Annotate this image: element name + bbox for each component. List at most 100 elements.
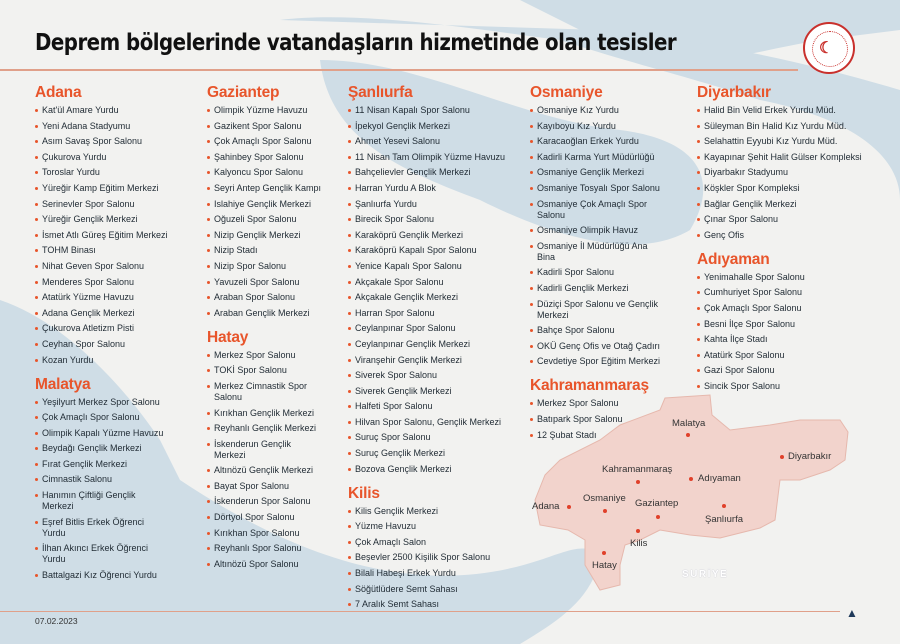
facility-item: Gazi Spor Salonu bbox=[697, 365, 862, 376]
map-dot-kilis bbox=[636, 529, 640, 533]
province-heading: Adana bbox=[35, 84, 82, 101]
facility-item: Suruç Gençlik Merkezi bbox=[348, 448, 505, 459]
facility-item: Osmaniye İl Müdürlüğü Ana Bina bbox=[530, 241, 660, 263]
facility-item: Şanlıurfa Yurdu bbox=[348, 199, 505, 210]
facility-item: Ceylanpınar Spor Salonu bbox=[348, 323, 505, 334]
province-section: Kahramanmaraş Merkez Spor Salonu Batıpark … bbox=[530, 376, 660, 440]
facility-item: Bayat Spor Salonu bbox=[207, 481, 321, 492]
facility-item: Gazikent Spor Salonu bbox=[207, 121, 321, 132]
province-section: Şanlıurfa 11 Nisan Kapalı Spor Salonu İpek… bbox=[348, 83, 505, 475]
province-heading: Kilis bbox=[348, 484, 380, 502]
facility-item: Karaköprü Gençlik Merkezi bbox=[348, 230, 505, 241]
facility-item: Hilvan Spor Salonu, Gençlik Merkezi bbox=[348, 417, 505, 428]
facility-item: İskenderun Spor Salonu bbox=[207, 496, 321, 507]
facility-item: Merkez Cimnastik Spor Salonu bbox=[207, 381, 321, 403]
map-label-adana: Adana bbox=[532, 501, 560, 512]
facility-item: Karacaoğlan Erkek Yurdu bbox=[530, 136, 660, 147]
facility-item: Viranşehir Gençlik Merkezi bbox=[348, 355, 505, 366]
facility-item: Ceyhan Spor Salonu bbox=[35, 339, 168, 350]
facility-item: TOKİ Spor Salonu bbox=[207, 365, 321, 376]
publish-date: 07.02.2023 bbox=[35, 616, 78, 626]
map-dot-hatay bbox=[602, 551, 606, 555]
facility-item: Kayıboyu Kız Yurdu bbox=[530, 121, 660, 132]
facility-list: Yenimahalle Spor Salonu Cumhuriyet Spor S… bbox=[697, 272, 862, 392]
facility-item: Osmaniye Olimpik Havuz bbox=[530, 225, 660, 236]
province-heading: Adıyaman bbox=[697, 250, 770, 268]
province-heading: Hatay bbox=[207, 328, 249, 346]
province-heading: Gaziantep bbox=[207, 84, 280, 101]
facility-item: İskenderun Gençlik Merkezi bbox=[207, 439, 321, 461]
facility-item: Kalyoncu Spor Salonu bbox=[207, 167, 321, 178]
facility-item: Hanımın Çiftliği Gençlik Merkezi bbox=[35, 490, 168, 512]
facility-item: Köşkler Spor Kompleksi bbox=[697, 183, 862, 194]
facility-item: Olimpik Kapalı Yüzme Havuzu bbox=[35, 428, 168, 439]
facility-item: Toroslar Yurdu bbox=[35, 167, 168, 178]
map-dot-kahramanmaras bbox=[636, 480, 640, 484]
province-section: Hatay Merkez Spor Salonu TOKİ Spor Salonu M… bbox=[207, 328, 321, 570]
facility-item: Birecik Spor Salonu bbox=[348, 214, 505, 225]
facility-item: Kırıkhan Spor Salonu bbox=[207, 528, 321, 539]
facility-item: Altınözü Gençlik Merkezi bbox=[207, 465, 321, 476]
facility-item: Çınar Spor Salonu bbox=[697, 214, 862, 225]
facility-item: Selahattin Eyyubi Kız Yurdu Müd. bbox=[697, 136, 862, 147]
facility-item: Nizip Gençlik Merkezi bbox=[207, 230, 321, 241]
facility-list: Olimpik Yüzme Havuzu Gazikent Spor Salonu… bbox=[207, 105, 321, 319]
facility-item: Battalgazi Kız Öğrenci Yurdu bbox=[35, 570, 168, 581]
facility-item: Yüzme Havuzu bbox=[348, 521, 505, 532]
facility-item: Söğütlüdere Semt Sahası bbox=[348, 584, 505, 595]
map-dot-adiyaman bbox=[689, 477, 693, 481]
facility-list: Yeşilyurt Merkez Spor Salonu Çok Amaçlı S… bbox=[35, 397, 168, 581]
facility-item: Batıpark Spor Salonu bbox=[530, 414, 660, 425]
province-section: Adıyaman Yenimahalle Spor Salonu Cumhuriye… bbox=[697, 250, 862, 392]
facility-item: Çok Amaçlı Spor Salonu bbox=[35, 412, 168, 423]
facility-item: Araban Spor Salonu bbox=[207, 292, 321, 303]
facility-item: Genç Ofis bbox=[697, 230, 862, 241]
facility-item: Cevdetiye Spor Eğitim Merkezi bbox=[530, 356, 660, 367]
facility-item: Yeni Adana Stadyumu bbox=[35, 121, 168, 132]
facility-item: Besni İlçe Spor Salonu bbox=[697, 319, 862, 330]
province-section: Malatya Yeşilyurt Merkez Spor Salonu Çok A… bbox=[35, 375, 168, 581]
facility-list: Merkez Spor Salonu Batıpark Spor Salonu 12… bbox=[530, 398, 660, 440]
facility-item: Diyarbakır Stadyumu bbox=[697, 167, 862, 178]
facility-item: Osmaniye Tosyalı Spor Salonu bbox=[530, 183, 660, 194]
facility-item: Kadirli Gençlik Merkezi bbox=[530, 283, 660, 294]
facility-item: Siverek Spor Salonu bbox=[348, 370, 505, 381]
facility-item: Nizip Spor Salonu bbox=[207, 261, 321, 272]
facility-item: Şahinbey Spor Salonu bbox=[207, 152, 321, 163]
facility-item: Oğuzeli Spor Salonu bbox=[207, 214, 321, 225]
facility-item: Akçakale Gençlik Merkezi bbox=[348, 292, 505, 303]
column-3: Şanlıurfa 11 Nisan Kapalı Spor Salonu İpek… bbox=[348, 83, 505, 619]
header-divider bbox=[0, 69, 798, 71]
map-dot-sanliurfa bbox=[722, 504, 726, 508]
facility-item: Eşref Bitlis Erkek Öğrenci Yurdu bbox=[35, 517, 168, 539]
facility-item: TOHM Binası bbox=[35, 245, 168, 256]
facility-item: Çukurova Atletizm Pisti bbox=[35, 323, 168, 334]
facility-list: 11 Nisan Kapalı Spor Salonu İpekyol Gençl… bbox=[348, 105, 505, 475]
facility-item: Nizip Stadı bbox=[207, 245, 321, 256]
facility-item: Cimnastik Salonu bbox=[35, 474, 168, 485]
facility-item: Menderes Spor Salonu bbox=[35, 277, 168, 288]
facility-item: Yavuzeli Spor Salonu bbox=[207, 277, 321, 288]
facility-item: 12 Şubat Stadı bbox=[530, 430, 660, 441]
facility-item: Kat'ül Amare Yurdu bbox=[35, 105, 168, 116]
facility-item: Islahiye Gençlik Merkezi bbox=[207, 199, 321, 210]
facility-item: Çukurova Yurdu bbox=[35, 152, 168, 163]
facility-list: Kilis Gençlik Merkezi Yüzme Havuzu Çok Ama… bbox=[348, 506, 505, 611]
facility-item: Merkez Spor Salonu bbox=[530, 398, 660, 409]
column-4: Osmaniye Osmaniye Kız Yurdu Kayıboyu Kız Y… bbox=[530, 83, 660, 450]
facility-item: Kadirli Spor Salonu bbox=[530, 267, 660, 278]
map-label-adiyaman: Adıyaman bbox=[698, 473, 741, 484]
facility-item: Atatürk Spor Salonu bbox=[697, 350, 862, 361]
facility-item: Kilis Gençlik Merkezi bbox=[348, 506, 505, 517]
facility-item: Kadirli Karma Yurt Müdürlüğü bbox=[530, 152, 660, 163]
page-title: Deprem bölgelerinde vatandaşların hizmet… bbox=[35, 30, 677, 56]
facility-item: Bozova Gençlik Merkezi bbox=[348, 464, 505, 475]
column-5: Diyarbakır Halid Bin Velid Erkek Yurdu Mü… bbox=[697, 83, 862, 401]
map-dot-gaziantep bbox=[656, 515, 660, 519]
earthquake-region bbox=[534, 394, 849, 591]
facility-item: Kahta İlçe Stadı bbox=[697, 334, 862, 345]
facility-item: Bahçe Spor Salonu bbox=[530, 325, 660, 336]
map-dot-malatya bbox=[686, 433, 690, 437]
facility-item: Yeşilyurt Merkez Spor Salonu bbox=[35, 397, 168, 408]
facility-item: Suruç Spor Salonu bbox=[348, 432, 505, 443]
